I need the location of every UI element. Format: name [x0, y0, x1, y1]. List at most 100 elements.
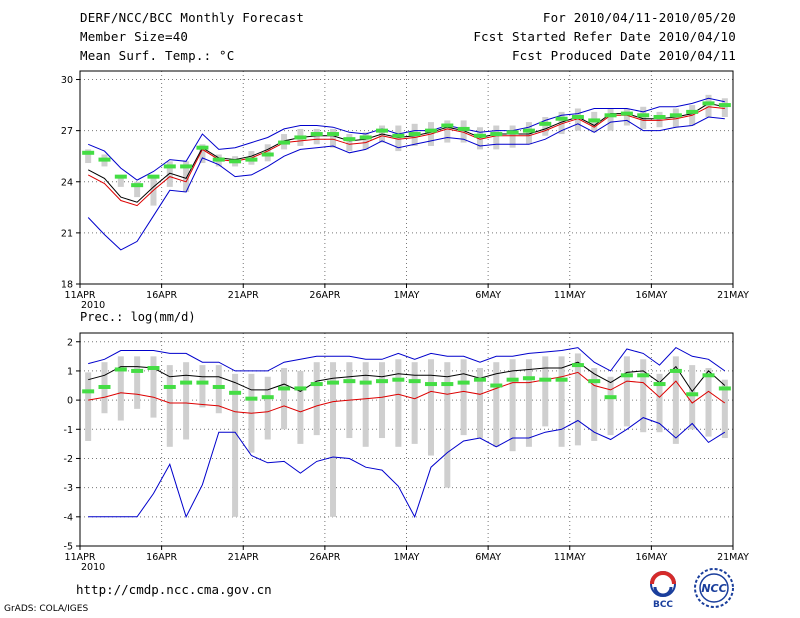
precip-marker [261, 395, 274, 400]
temp-marker [163, 164, 176, 169]
temp-marker [310, 132, 323, 137]
precip-marker [620, 373, 633, 378]
temp-member-mean-line [87, 106, 725, 207]
member-size: Member Size=40 [80, 29, 189, 44]
precip-ytick-label: -3 [64, 483, 73, 494]
precip-spread-box [525, 359, 532, 447]
precip-marker [555, 377, 568, 382]
precip-spread-box [215, 365, 222, 414]
temp-marker [604, 113, 617, 118]
temp-spread-box [330, 128, 337, 148]
fcst-started-date: Fcst Started Refer Date 2010/04/10 [473, 29, 736, 44]
temp-xtick-label: 21MAY [717, 290, 749, 301]
temp-marker [408, 132, 421, 137]
precip-xtick-label: 21APR [228, 552, 259, 563]
precip-marker [327, 380, 340, 385]
precip-ytick-label: -4 [64, 512, 73, 523]
temp-marker [261, 152, 274, 157]
precip-marker [147, 366, 160, 371]
precip-marker [82, 389, 95, 394]
precip-spread-box [199, 365, 206, 408]
precip-marker [196, 380, 209, 385]
precip-marker [343, 379, 356, 384]
temp-marker [131, 183, 144, 188]
precip-marker [212, 384, 225, 389]
temp-panel: 18 21 24 27 30 11APR 16APR 21APR 26APR 1MAY 6MAY 11… [61, 70, 749, 311]
temp-spread-box [395, 125, 402, 152]
precip-spread-box [330, 362, 337, 517]
temp-marker [588, 118, 601, 123]
precip-marker [98, 384, 111, 389]
precip-marker [571, 363, 584, 368]
precip-marker [702, 373, 715, 378]
precip-spread-box [705, 368, 712, 437]
temp-spread-box [117, 174, 124, 187]
temp-marker [473, 133, 486, 138]
temp-marker [294, 135, 307, 140]
precip-spread-box [232, 373, 239, 517]
temp-spread-box [525, 122, 532, 145]
precip-xtick-label: 16APR [146, 552, 177, 563]
precip-marker [245, 396, 258, 401]
precip-xtick-label: 1MAY [394, 552, 420, 563]
temp-spread-box [656, 111, 663, 128]
precip-marker [457, 380, 470, 385]
precip-spread-box [297, 370, 304, 444]
precip-marker [473, 377, 486, 382]
temp-spread-box [199, 144, 206, 164]
temp-spread-box [166, 161, 173, 187]
precip-spread-box [313, 362, 320, 436]
precip-marker [522, 376, 535, 381]
precip-marker [588, 379, 601, 384]
temp-marker [539, 121, 552, 126]
temp-ensemble-line [87, 102, 725, 203]
precip-spread-box [85, 372, 92, 441]
temp-xtick-label: 11MAY [554, 290, 586, 301]
temp-marker [147, 174, 160, 179]
precip-panel-title: Prec.: log(mm/d) [80, 310, 196, 324]
temp-ytick-label: 18 [61, 280, 73, 291]
temp-xtick-label: 26APR [309, 290, 340, 301]
temp-marker [392, 133, 405, 138]
precip-spread-box [607, 376, 614, 436]
precip-spread-box [493, 362, 500, 447]
temp-spread-box [476, 127, 483, 150]
temp-marker [98, 157, 111, 162]
precip-ytick-label: -1 [64, 425, 73, 436]
bcc-logo-text: BCC [653, 600, 673, 610]
temp-marker [376, 128, 389, 133]
precip-spread-box [640, 359, 647, 433]
precip-spread-box [379, 362, 386, 439]
precip-spread-box [427, 359, 434, 456]
temp-spread-box [134, 181, 141, 198]
temp-min-line [87, 116, 725, 251]
grads-credit: GrADS: COLA/IGES [4, 604, 89, 614]
precip-marker [229, 390, 242, 395]
temp-marker [490, 132, 503, 137]
precip-xtick-label: 16MAY [635, 552, 667, 563]
precip-ytick-label: -5 [64, 542, 73, 553]
precip-marker [278, 386, 291, 391]
variable-label: Mean Surf. Temp.: °C [80, 48, 235, 63]
temp-ytick-label: 30 [61, 75, 73, 86]
precip-spread-box [623, 356, 630, 427]
footer-url[interactable]: http://cmdp.ncc.cma.gov.cn [76, 582, 272, 597]
precip-marker [506, 377, 519, 382]
precip-marker [114, 367, 127, 372]
precip-marker [637, 373, 650, 378]
precip-xtick-label: 26APR [309, 552, 340, 563]
temp-marker [620, 111, 633, 116]
temp-xtick-label: 16MAY [635, 290, 667, 301]
precip-marker [718, 386, 731, 391]
temp-marker [522, 128, 535, 133]
precip-spread-box [444, 362, 451, 488]
temp-ytick-label: 27 [61, 126, 73, 137]
precip-spread-box [721, 379, 728, 439]
temp-xtick-label: 11APR [65, 290, 96, 301]
precip-year-label: 2010 [81, 562, 105, 573]
temp-spread-box [444, 120, 451, 143]
precip-spread-box [460, 359, 467, 436]
temp-max-line [88, 97, 725, 181]
temp-marker [506, 130, 519, 135]
precip-frame [79, 332, 734, 547]
